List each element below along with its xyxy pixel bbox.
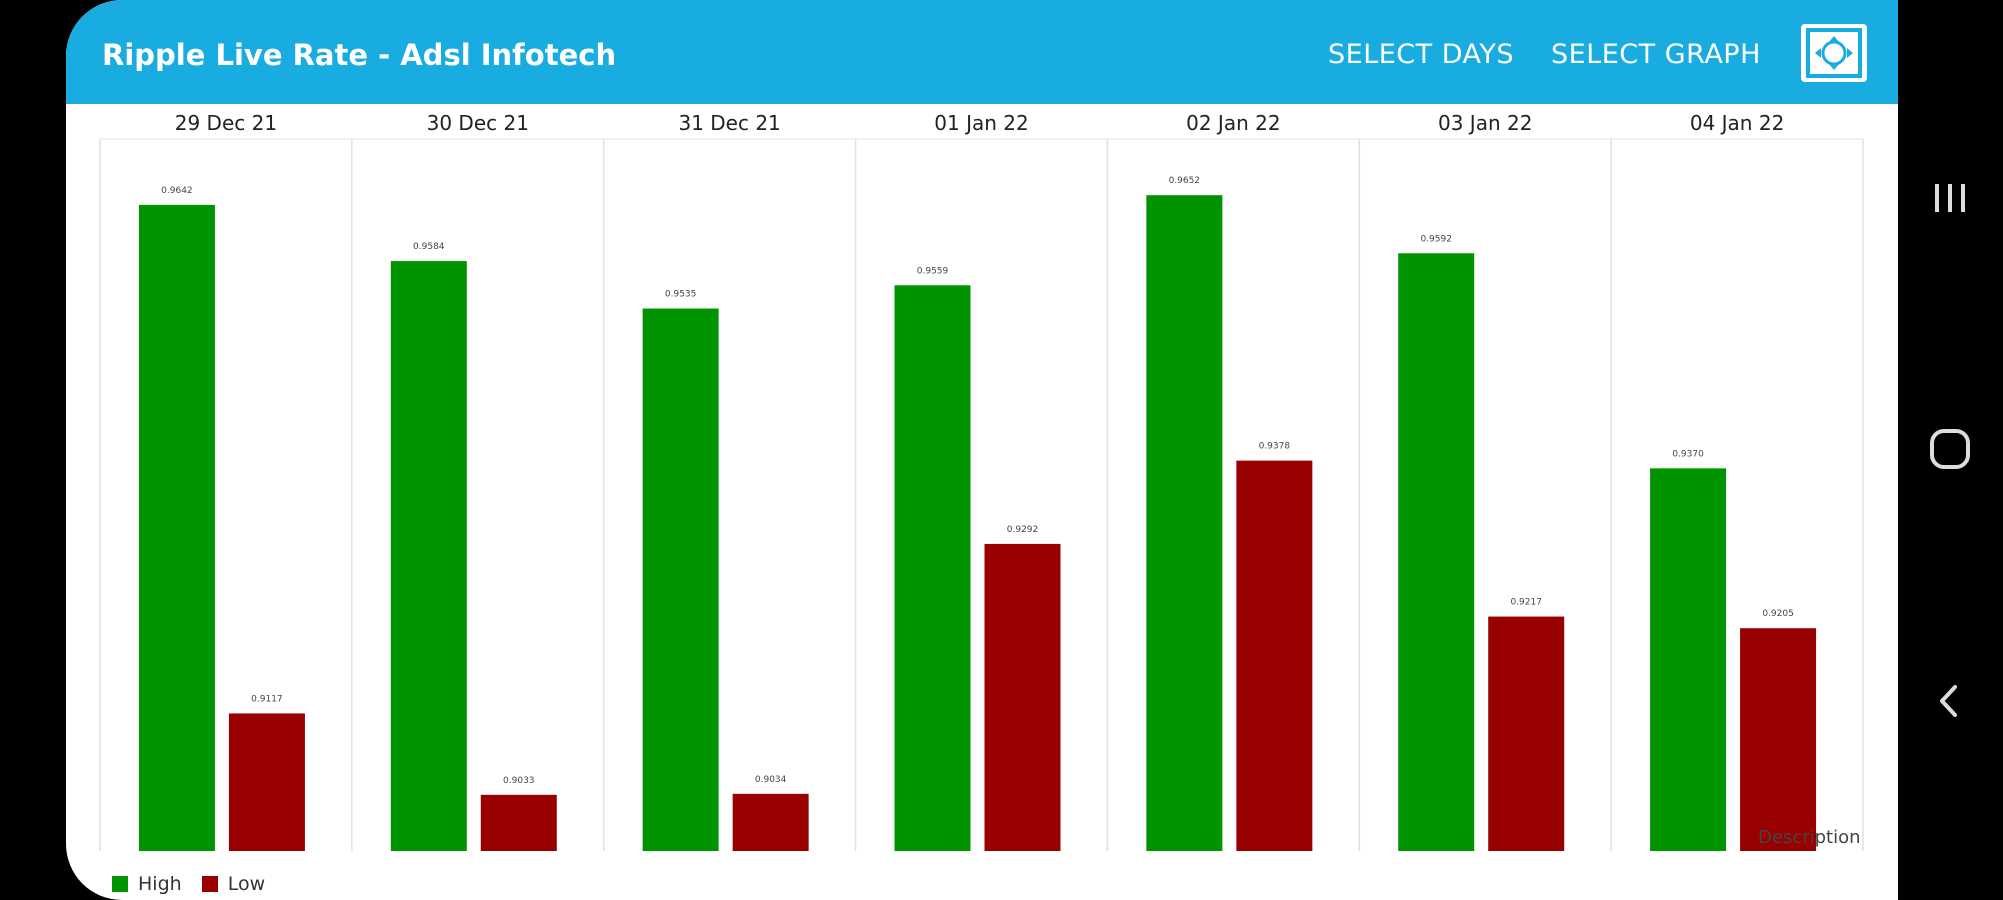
recents-icon	[1935, 184, 1965, 212]
bar-high	[1398, 253, 1475, 851]
back-icon	[1940, 685, 1957, 717]
home-button[interactable]	[1898, 403, 2003, 493]
category-label: 04 Jan 22	[1690, 111, 1784, 135]
bar-low	[1740, 628, 1817, 851]
select-days-button[interactable]: SELECT DAYS	[1328, 39, 1515, 70]
bar-low	[732, 793, 809, 851]
data-label-low: 0.9034	[755, 775, 787, 785]
bar-chart: 29 Dec 21 30 Dec 21 31 Dec 21 01 Jan 22 02 J…	[99, 111, 1864, 852]
legend-label-low: Low	[227, 872, 266, 895]
bar-high	[1146, 195, 1223, 851]
legend-item-high: High	[112, 873, 182, 895]
data-label-low: 0.9378	[1259, 442, 1291, 452]
data-label-high: 0.9370	[1672, 449, 1704, 459]
chart-description: Description	[1758, 827, 1861, 848]
app-title: Ripple Live Rate - Adsl Infotech	[102, 38, 617, 72]
chart-grid	[99, 138, 1864, 851]
data-label-high: 0.9559	[917, 266, 949, 276]
value-labels: 0.9642 0.9117 0.9584 0.9033 0.9535 0.9034 0.95…	[161, 176, 1794, 786]
data-label-high: 0.9652	[1169, 176, 1201, 186]
category-label: 30 Dec 21	[427, 111, 529, 135]
app-bar: Ripple Live Rate - Adsl Infotech SELECT …	[66, 0, 1898, 104]
category-label: 01 Jan 22	[934, 111, 1028, 135]
bars	[138, 195, 1817, 852]
bar-high	[894, 285, 971, 851]
legend-swatch-high	[112, 876, 128, 892]
category-label: 02 Jan 22	[1186, 111, 1280, 135]
legend-swatch-low	[201, 876, 218, 892]
chart-legend: High Low	[112, 872, 279, 896]
fullscreen-icon	[1806, 28, 1862, 78]
bar-low	[984, 543, 1061, 851]
category-label: 03 Jan 22	[1438, 111, 1532, 135]
category-label: 29 Dec 21	[175, 111, 277, 135]
select-graph-button[interactable]: SELECT GRAPH	[1551, 39, 1761, 70]
home-icon	[1930, 429, 1970, 469]
category-label: 31 Dec 21	[678, 111, 780, 135]
bar-low	[1236, 460, 1313, 851]
legend-item-low: Low	[201, 872, 266, 895]
bar-high	[642, 308, 719, 851]
app-window: Ripple Live Rate - Adsl Infotech SELECT …	[66, 0, 1898, 900]
bar-high	[138, 204, 215, 852]
back-button[interactable]	[1898, 655, 2003, 745]
system-nav-bar	[1898, 0, 2003, 900]
data-label-low: 0.9205	[1762, 609, 1794, 619]
category-labels: 29 Dec 21 30 Dec 21 31 Dec 21 01 Jan 22 02 J…	[175, 111, 1785, 135]
data-label-low: 0.9033	[503, 776, 535, 786]
data-label-high: 0.9592	[1420, 234, 1452, 244]
data-label-low: 0.9217	[1510, 598, 1542, 608]
recents-button[interactable]	[1898, 152, 2003, 242]
bar-low	[228, 713, 305, 851]
data-label-low: 0.9292	[1007, 525, 1039, 535]
bar-high	[1650, 468, 1727, 851]
data-label-high: 0.9642	[161, 186, 193, 196]
fullscreen-button[interactable]	[1801, 24, 1867, 82]
data-label-low: 0.9117	[251, 694, 283, 704]
bar-low	[480, 794, 557, 851]
bar-high	[390, 261, 467, 851]
bar-low	[1488, 616, 1565, 851]
data-label-high: 0.9584	[413, 242, 445, 252]
legend-label-high: High	[138, 872, 182, 895]
data-label-high: 0.9535	[665, 290, 697, 300]
